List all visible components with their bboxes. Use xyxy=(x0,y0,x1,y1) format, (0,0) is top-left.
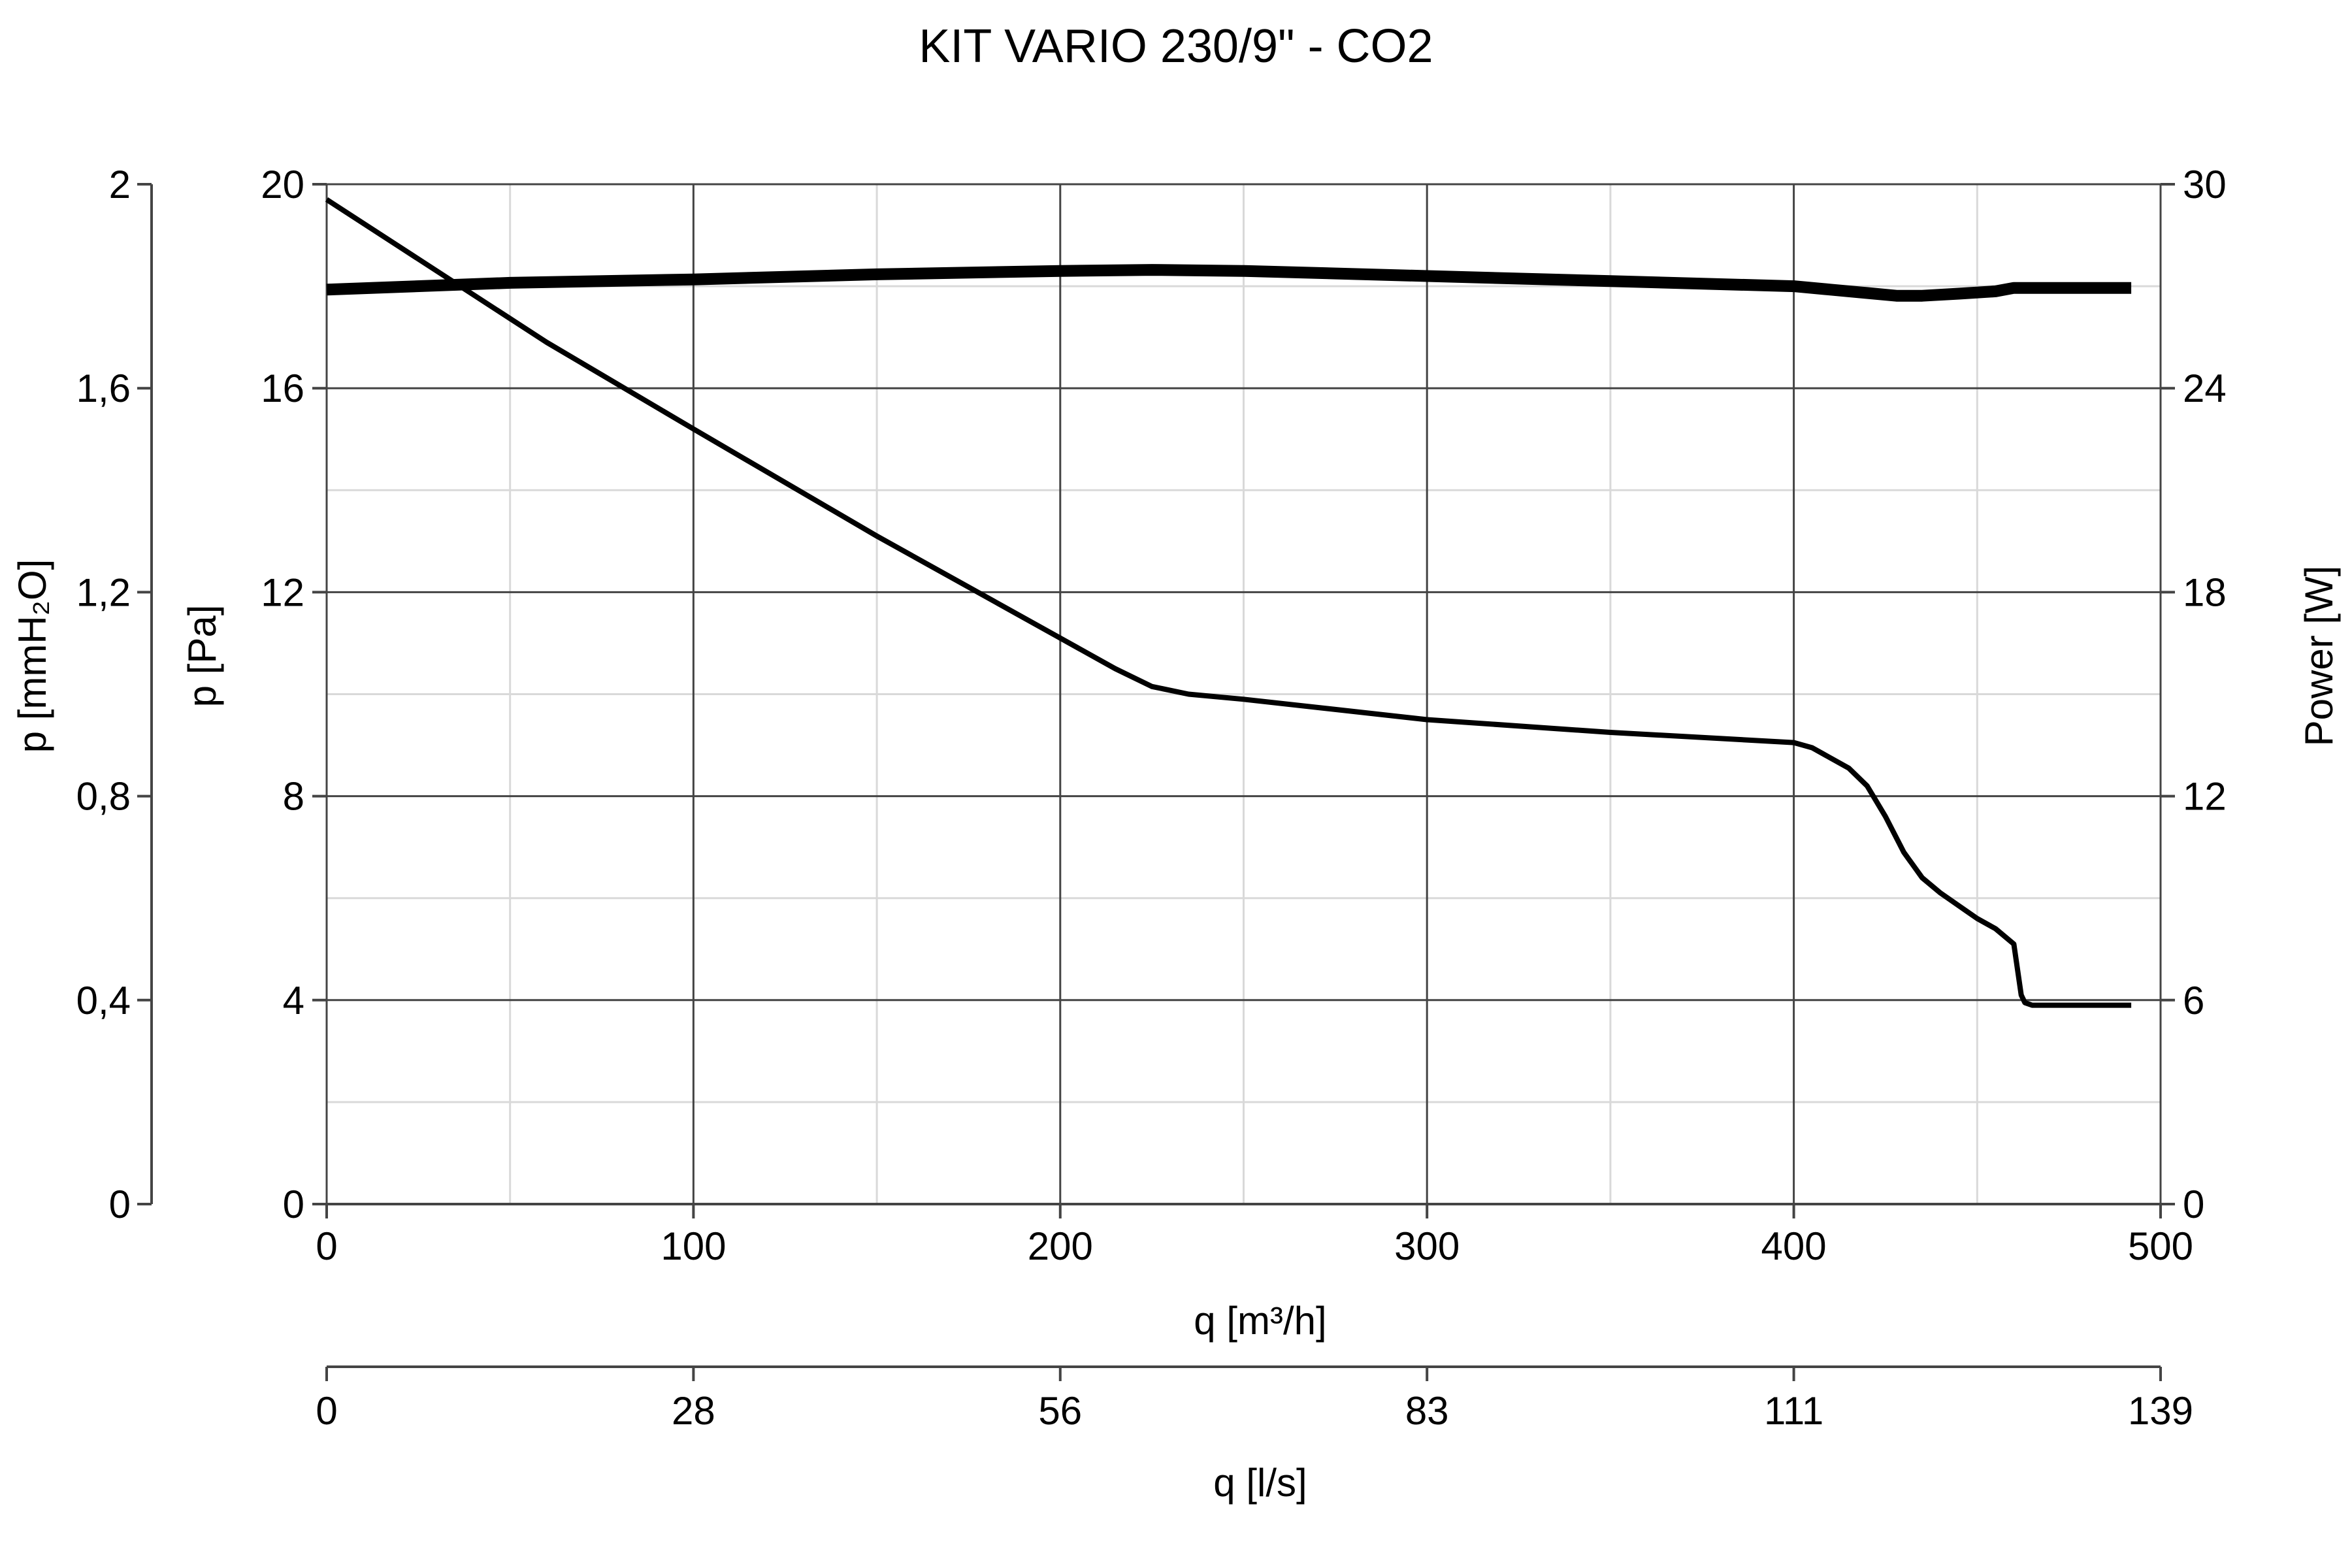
x-tick-label: 400 xyxy=(1761,1224,1827,1268)
x-tick-label: 300 xyxy=(1394,1224,1460,1268)
series-layer xyxy=(325,197,2132,1008)
x2-tick-label: 111 xyxy=(1764,1389,1823,1433)
y2-tick-label: 0 xyxy=(109,1183,131,1226)
y3-tick-label: 30 xyxy=(2183,163,2227,206)
y2-tick-label: 0,4 xyxy=(76,979,131,1022)
y-tick-label: 4 xyxy=(283,979,304,1022)
x2-tick-label: 56 xyxy=(1038,1389,1082,1433)
y-axis-title: p [Pa] xyxy=(180,605,224,708)
y2-axis-title: p [mmH₂O] xyxy=(10,559,54,753)
pressure-curve xyxy=(325,197,2132,1008)
y2-tick-label: 1,6 xyxy=(76,367,131,410)
x-tick-label: 500 xyxy=(2128,1224,2193,1268)
y3-tick-label: 12 xyxy=(2183,775,2227,819)
x2-tick-label: 83 xyxy=(1405,1389,1449,1433)
y3-tick-label: 24 xyxy=(2183,367,2227,410)
axes-layer xyxy=(137,183,2175,1381)
x-tick-label: 100 xyxy=(661,1224,726,1268)
x2-axis-title: q [l/s] xyxy=(1213,1461,1307,1505)
y3-axis-title: Power [W] xyxy=(2297,566,2341,747)
y-tick-label: 16 xyxy=(261,367,304,410)
x2-tick-label: 139 xyxy=(2128,1389,2193,1433)
y-tick-label: 20 xyxy=(261,163,304,206)
y3-tick-label: 6 xyxy=(2183,979,2204,1022)
y-tick-label: 0 xyxy=(283,1183,304,1226)
chart-title: KIT VARIO 230/9" - CO2 xyxy=(919,20,1433,73)
y2-tick-label: 1,2 xyxy=(76,570,131,614)
x2-tick-label: 0 xyxy=(316,1389,337,1433)
y-tick-label: 8 xyxy=(283,775,304,819)
y-tick-label: 12 xyxy=(261,570,304,614)
power-curve xyxy=(326,264,2132,302)
x2-tick-label: 28 xyxy=(672,1389,715,1433)
y3-tick-label: 18 xyxy=(2183,570,2227,614)
x-axis-title: q [m³/h] xyxy=(1194,1299,1326,1343)
y3-tick-label: 0 xyxy=(2183,1183,2204,1226)
y2-tick-label: 0,8 xyxy=(76,775,131,819)
y2-tick-label: 2 xyxy=(109,163,131,206)
x-tick-label: 0 xyxy=(316,1224,337,1268)
x-tick-label: 200 xyxy=(1028,1224,1093,1268)
